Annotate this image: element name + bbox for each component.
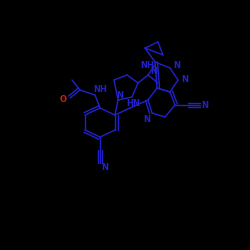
Text: N: N	[144, 114, 150, 124]
Text: N: N	[202, 100, 208, 110]
Text: N: N	[182, 76, 188, 84]
Text: N: N	[102, 164, 108, 172]
Text: NH: NH	[140, 60, 154, 70]
Text: O: O	[60, 96, 66, 104]
Text: N: N	[116, 90, 123, 100]
Text: HN: HN	[126, 98, 140, 108]
Text: N: N	[174, 60, 180, 70]
Text: NH: NH	[93, 86, 107, 94]
Text: N: N	[150, 68, 158, 76]
